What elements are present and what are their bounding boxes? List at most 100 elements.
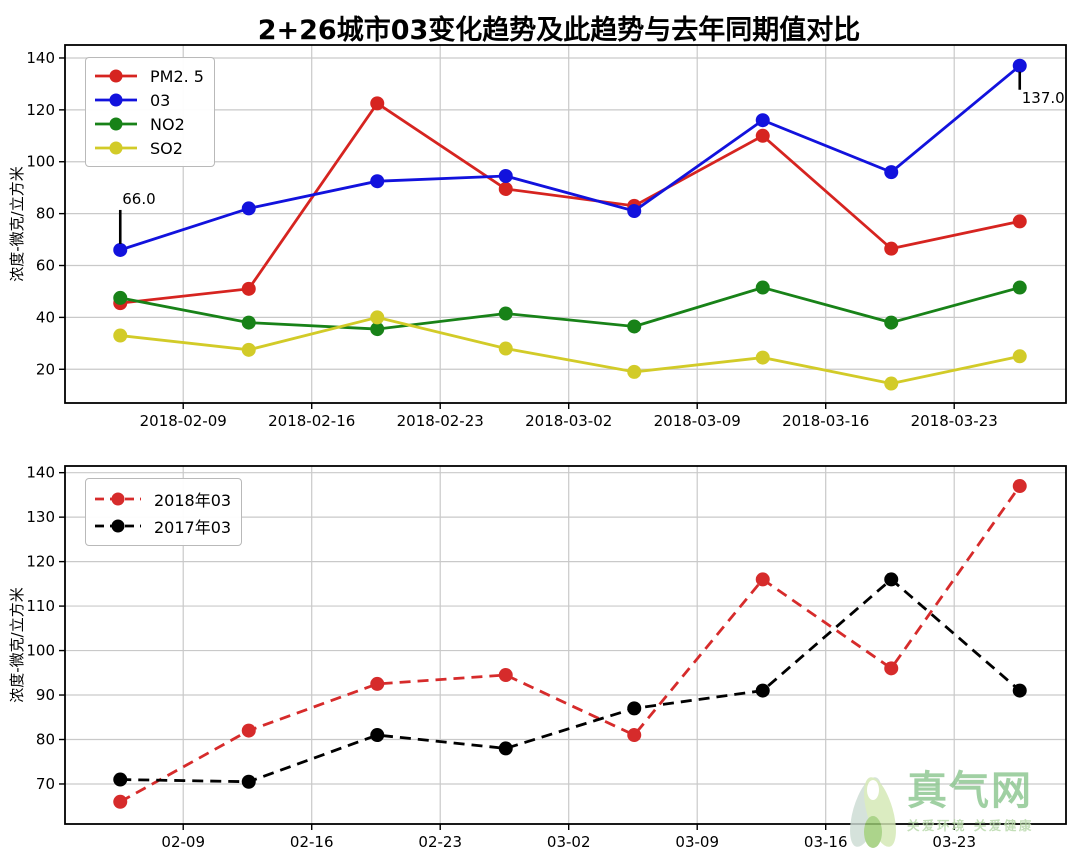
y-tick-label: 140 (26, 464, 55, 482)
data-point (370, 96, 385, 111)
x-tick-label: 2018-03-23 (911, 412, 998, 430)
series-line (119, 286, 1021, 331)
data-point (884, 376, 899, 391)
data-point (755, 350, 770, 365)
plot-spines (64, 44, 1067, 404)
legend-entry: 2018年03 (94, 485, 231, 512)
data-point (241, 774, 256, 789)
data-point (627, 728, 642, 743)
legend-entry: 03 (94, 88, 204, 112)
y-tick-label: 120 (26, 101, 55, 119)
data-point (1012, 349, 1027, 364)
data-point (755, 572, 770, 587)
chart-title: 2+26城市03变化趋势及此趋势与去年同期值对比 (257, 15, 861, 46)
data-point (1012, 479, 1027, 494)
series-line (119, 64, 1021, 252)
x-tick-label: 03-09 (675, 833, 719, 851)
x-tick-label: 2018-03-02 (525, 412, 612, 430)
y-tick-label: 20 (36, 360, 55, 378)
legend-marker-icon (95, 93, 137, 107)
legend-entry: NO2 (94, 112, 204, 136)
data-point (241, 315, 256, 330)
data-point (884, 165, 899, 180)
data-point (113, 328, 128, 343)
data-point (884, 661, 899, 676)
data-point (755, 128, 770, 143)
series-line (120, 101, 1021, 305)
data-point (498, 341, 513, 356)
annotation-label: 66.0 (122, 190, 155, 208)
data-point (241, 723, 256, 738)
x-tick-label: 02-16 (290, 833, 334, 851)
data-point (755, 113, 770, 128)
legend-marker-icon (95, 141, 137, 155)
data-point (370, 676, 385, 691)
y-tick-label: 120 (26, 553, 55, 571)
data-point (113, 290, 128, 305)
x-tick-label: 02-23 (418, 833, 462, 851)
legend-entry: SO2 (94, 136, 204, 160)
data-point (1012, 683, 1027, 698)
data-point (241, 201, 256, 216)
y-tick-label: 70 (36, 775, 55, 793)
x-tick-label: 2018-03-09 (654, 412, 741, 430)
chart-1: 02-09 02-16 02-23 03-02 03-09 03-16 03-23 70 80 9… (8, 464, 1067, 851)
data-point (498, 668, 513, 683)
x-tick-label: 03-23 (932, 833, 976, 851)
y-tick-label: 100 (26, 642, 55, 660)
annotation-label: 137.0 (1022, 89, 1065, 107)
series-line (120, 577, 1021, 784)
y-tick-label: 140 (26, 49, 55, 67)
data-point (627, 701, 642, 716)
data-point (113, 772, 128, 787)
x-tick-label: 03-16 (804, 833, 848, 851)
y-tick-label: 60 (36, 257, 55, 275)
x-tick-label: 2018-02-09 (140, 412, 227, 430)
legend-entry: 2017年03 (94, 512, 231, 539)
legend-label: PM2. 5 (150, 66, 204, 86)
data-point (498, 181, 513, 196)
y-tick-label: 90 (36, 686, 55, 704)
legend-marker-icon (95, 117, 137, 131)
data-point (370, 322, 385, 337)
legend-label: 2017年03 (154, 517, 232, 537)
y-tick-label: 80 (36, 731, 55, 749)
data-point (370, 174, 385, 189)
y-tick-label: 40 (36, 308, 55, 326)
legend-marker-icon (95, 69, 137, 83)
x-tick-label: 02-09 (161, 833, 205, 851)
chart-0: 2018-02-09 2018-02-16 2018-02-23 2018-03-02… (8, 44, 1067, 430)
x-tick-label: 03-02 (547, 833, 591, 851)
data-point (884, 572, 899, 587)
data-point (884, 315, 899, 330)
data-point (498, 169, 513, 184)
legend-label: 2018年03 (154, 490, 232, 510)
plot-spines (64, 465, 1067, 825)
legend-marker-icon (95, 519, 141, 532)
legend-label: SO2 (150, 138, 183, 158)
data-point (113, 794, 128, 809)
series-line (119, 485, 1021, 803)
legend-label: 03 (150, 90, 171, 110)
data-point (755, 683, 770, 698)
data-point (627, 319, 642, 334)
y-axis-title: 浓度-微克/立方米 (8, 166, 26, 281)
data-point (1012, 214, 1027, 229)
data-point (627, 364, 642, 379)
data-point (884, 241, 899, 256)
legend-marker-icon (95, 492, 141, 505)
data-point (1012, 58, 1027, 73)
data-point (498, 306, 513, 321)
data-point (498, 741, 513, 756)
x-tick-label: 2018-02-23 (397, 412, 484, 430)
legend-top-chart: PM2. 5 03 NO2 SO2 (85, 57, 215, 167)
x-tick-label: 2018-03-16 (782, 412, 869, 430)
data-point (755, 280, 770, 295)
data-point (627, 204, 642, 219)
data-point (370, 310, 385, 325)
data-point (241, 342, 256, 357)
data-point (370, 728, 385, 743)
legend-entry: PM2. 5 (94, 64, 204, 88)
